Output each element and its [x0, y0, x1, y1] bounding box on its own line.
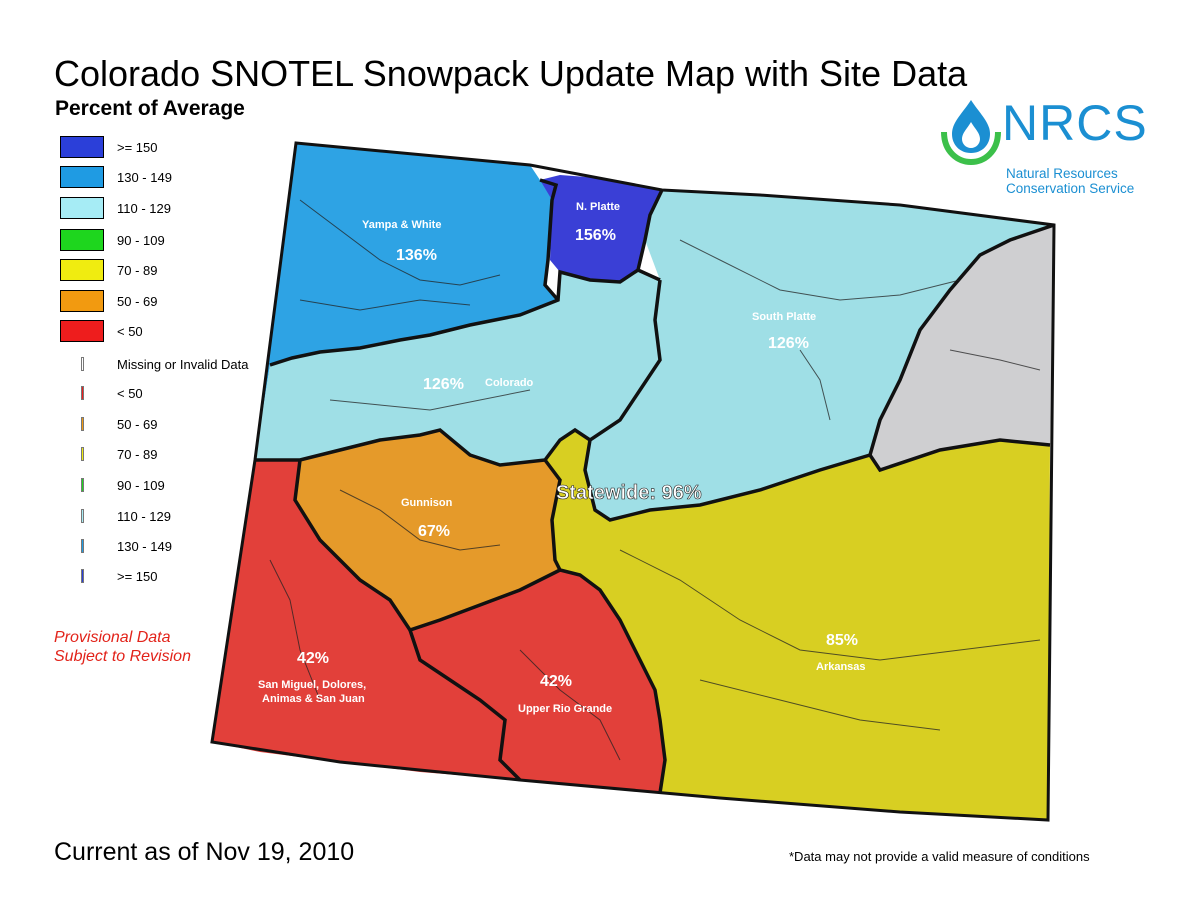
- legend-site-row: Missing or Invalid Data: [60, 352, 249, 376]
- basin-percent: 42%: [540, 673, 572, 690]
- basin-percent: 156%: [575, 227, 616, 244]
- river-network: [269, 199, 1041, 761]
- site-marker-icon: [80, 509, 84, 523]
- legend-swatch: [60, 136, 104, 158]
- basin-label: Gunnison: [401, 497, 453, 509]
- legend-swatch: [60, 197, 104, 219]
- logo-agency-line: Conservation Service: [1006, 181, 1135, 196]
- basin-yampa-white: [255, 143, 558, 460]
- legend-basin-row: < 50: [60, 319, 143, 343]
- legend-label: 130 - 149: [117, 169, 172, 185]
- basin-label: N. Platte: [576, 201, 620, 213]
- basin-label: Yampa & White: [362, 219, 441, 231]
- basin-label: Colorado: [485, 377, 534, 389]
- provisional-note: Provisional Data Subject to Revision: [54, 628, 191, 666]
- basin-south-platte: [585, 190, 1054, 520]
- legend-basin-row: 50 - 69: [60, 289, 157, 313]
- basin-label: Animas & San Juan: [262, 693, 365, 705]
- site-marker-icon: [80, 478, 84, 492]
- legend-label: Missing or Invalid Data: [117, 356, 249, 372]
- legend-label: 50 - 69: [117, 416, 158, 432]
- basin-eastern-plains: [870, 225, 1054, 470]
- legend-site-row: 50 - 69: [60, 412, 157, 436]
- legend-label: >= 150: [117, 568, 158, 584]
- logo-wordmark: NRCS: [1002, 95, 1148, 151]
- site-marker-icon: [80, 417, 84, 431]
- legend-basin-row: 110 - 129: [60, 196, 171, 220]
- basin-label: San Miguel, Dolores,: [258, 679, 366, 691]
- legend-label: 90 - 109: [117, 232, 165, 248]
- statewide-label: Statewide: 96%: [556, 482, 702, 504]
- current-date: Current as of Nov 19, 2010: [54, 838, 355, 866]
- legend-label: < 50: [117, 323, 143, 339]
- legend-swatch: [60, 290, 104, 312]
- basin-san-miguel-dolores-animas-san-juan: [212, 460, 520, 780]
- legend-basin-row: 90 - 109: [60, 228, 165, 252]
- logo-agency-line: Natural Resources: [1006, 166, 1118, 181]
- nrcs-logo: NRCS Natural Resources Conservation Serv…: [938, 95, 1148, 206]
- site-marker-icon: [80, 539, 84, 553]
- basin-arkansas: [545, 430, 1050, 820]
- legend-label: 70 - 89: [117, 446, 158, 462]
- legend-label: < 50: [117, 385, 143, 401]
- legend-label: 110 - 129: [117, 200, 171, 216]
- legend-basin-row: >= 150: [60, 135, 158, 159]
- provisional-line: Subject to Revision: [54, 648, 191, 665]
- legend-basin-row: 130 - 149: [60, 165, 172, 189]
- site-marker-icon: [80, 447, 84, 461]
- legend-title: Percent of Average: [55, 97, 245, 120]
- legend-site-row: 110 - 129: [60, 504, 171, 528]
- legend-site-row: >= 150: [60, 564, 158, 588]
- basin-percent: 85%: [826, 632, 858, 649]
- legend-label: 130 - 149: [117, 538, 172, 554]
- state-outline: [210, 141, 1056, 822]
- map-title: Colorado SNOTEL Snowpack Update Map with…: [54, 53, 968, 94]
- legend-label: 70 - 89: [117, 262, 158, 278]
- site-marker-icon: [80, 569, 84, 583]
- logo-agency: Natural Resources Conservation Service: [1006, 166, 1134, 196]
- legend-site-row: 130 - 149: [60, 534, 172, 558]
- legend-label: 110 - 129: [117, 508, 171, 524]
- basin-north-platte: [540, 175, 662, 282]
- legend-swatch: [60, 259, 104, 281]
- basin-upper-rio-grande: [410, 570, 665, 793]
- legend-label: >= 150: [117, 139, 158, 155]
- water-drop-icon: [941, 100, 1001, 166]
- basin-percent: 126%: [423, 376, 464, 393]
- basin-borders: [255, 178, 1055, 794]
- basin-label: South Platte: [752, 311, 816, 323]
- basin-label: Arkansas: [816, 661, 866, 673]
- legend-swatch: [60, 166, 104, 188]
- legend-label: 90 - 109: [117, 477, 165, 493]
- basin-percent: 126%: [768, 335, 809, 352]
- site-marker-icon: [80, 357, 84, 371]
- provisional-line: Provisional Data: [54, 629, 171, 646]
- basin-percent: 42%: [297, 650, 329, 667]
- legend-site-row: 70 - 89: [60, 442, 157, 466]
- legend-site-row: 90 - 109: [60, 473, 165, 497]
- legend-site-row: < 50: [60, 381, 143, 405]
- basin-colorado: [255, 270, 660, 465]
- basin-percent: 67%: [418, 523, 450, 540]
- legend-swatch: [60, 229, 104, 251]
- basin-label: Upper Rio Grande: [518, 703, 612, 715]
- legend-label: 50 - 69: [117, 293, 158, 309]
- legend-basin-row: 70 - 89: [60, 258, 157, 282]
- basin-percent: 136%: [396, 247, 437, 264]
- footnote: *Data may not provide a valid measure of…: [789, 849, 1090, 864]
- legend-swatch: [60, 320, 104, 342]
- site-marker-icon: [80, 386, 84, 400]
